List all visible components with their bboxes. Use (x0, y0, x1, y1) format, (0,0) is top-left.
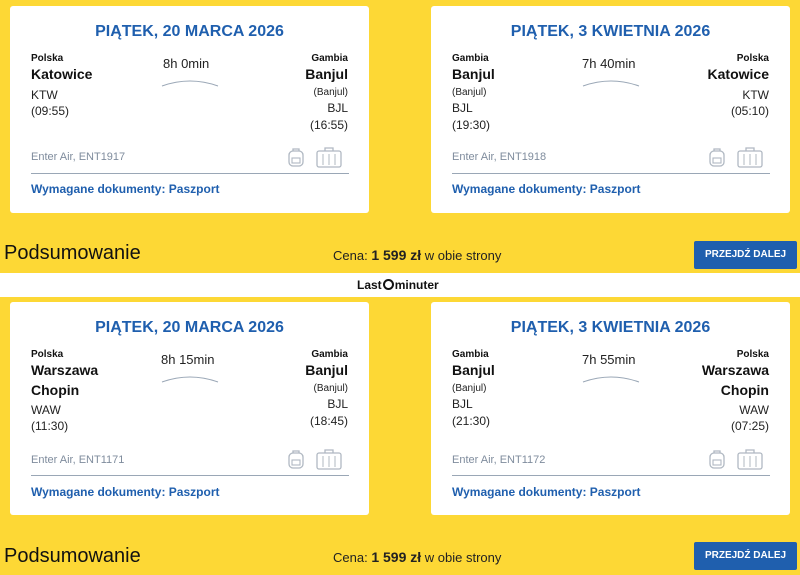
flight-arc (582, 376, 640, 383)
price-line: Cena: 1 599 zł w obie strony (333, 549, 501, 565)
origin-code: BJL (452, 397, 473, 411)
backpack-icon (709, 450, 725, 469)
origin-code: WAW (31, 403, 61, 417)
origin-country: Gambia (452, 349, 489, 360)
flight-card-inbound: PIĄTEK, 3 KWIETNIA 2026 Gambia Banjul (B… (431, 302, 790, 515)
price-value: 1 599 zł (371, 247, 422, 263)
flight-duration: 7h 40min (582, 56, 636, 71)
price-prefix: Cena: (333, 248, 368, 263)
required-documents: Wymagane dokumenty: Paszport (31, 182, 220, 196)
origin-city: Banjul (452, 66, 495, 82)
suitcase-icon (737, 449, 763, 470)
destination-city: Banjul (305, 362, 348, 378)
airline-flight-number: Enter Air, ENT1918 (452, 151, 547, 163)
required-documents: Wymagane dokumenty: Paszport (31, 485, 220, 499)
origin-code: BJL (452, 101, 473, 115)
origin-country: Gambia (452, 53, 489, 64)
destination-city: Banjul (305, 66, 348, 82)
logo-band (0, 273, 800, 297)
airline-flight-number: Enter Air, ENT1917 (31, 151, 126, 163)
destination-city: Katowice (707, 66, 769, 82)
required-documents: Wymagane dokumenty: Paszport (452, 182, 641, 196)
flight-arc (582, 80, 640, 87)
arrival-time: (05:10) (730, 104, 769, 118)
proceed-button[interactable]: PRZEJDŹ DALEJ (694, 241, 797, 269)
backpack-icon (709, 148, 725, 167)
arrival-time: (18:45) (309, 414, 348, 428)
price-prefix: Cena: (333, 550, 368, 565)
departure-time: (09:55) (31, 104, 70, 118)
origin-country: Polska (31, 349, 64, 360)
flight-duration: 7h 55min (582, 352, 636, 367)
origin-city: Katowice (31, 66, 93, 82)
flight-arc (161, 376, 219, 383)
destination-country: Polska (736, 53, 769, 64)
departure-time: (19:30) (452, 118, 491, 132)
destination-code: WAW (739, 403, 769, 417)
required-documents: Wymagane dokumenty: Paszport (452, 485, 641, 499)
origin-city: Banjul (452, 362, 495, 378)
flight-date: PIĄTEK, 3 KWIETNIA 2026 (510, 319, 711, 336)
destination-code: BJL (327, 397, 348, 411)
flight-arc (161, 80, 219, 87)
departure-time: (11:30) (31, 419, 69, 433)
price-suffix: w obie strony (424, 248, 502, 263)
card-divider (31, 173, 349, 174)
destination-city-line2: Chopin (720, 382, 769, 398)
arrival-time: (07:25) (730, 419, 769, 433)
lastminuter-logo: Last minuter (357, 278, 439, 292)
destination-country: Gambia (311, 53, 348, 64)
proceed-button[interactable]: PRZEJDŹ DALEJ (694, 542, 797, 570)
price-suffix: w obie strony (424, 550, 502, 565)
flight-card-outbound: PIĄTEK, 20 MARCA 2026 Polska Katowice KT… (10, 6, 369, 213)
origin-subtitle: (Banjul) (452, 87, 487, 98)
destination-country: Gambia (311, 349, 348, 360)
destination-subtitle: (Banjul) (313, 87, 348, 98)
summary-title: Podsumowanie (4, 545, 141, 567)
suitcase-icon (737, 147, 763, 168)
destination-code: KTW (742, 88, 769, 102)
departure-time: (21:30) (452, 414, 491, 428)
flight-duration: 8h 0min (163, 56, 210, 71)
card-divider (452, 475, 770, 476)
origin-subtitle: (Banjul) (452, 383, 487, 394)
backpack-icon (288, 148, 304, 167)
destination-subtitle: (Banjul) (313, 383, 348, 394)
airline-flight-number: Enter Air, ENT1171 (31, 454, 125, 466)
suitcase-icon (316, 449, 342, 470)
origin-city: Warszawa (31, 362, 99, 378)
card-divider (31, 475, 349, 476)
summary-title: Podsumowanie (4, 242, 141, 264)
flight-card-outbound: PIĄTEK, 20 MARCA 2026 Polska Warszawa Ch… (10, 302, 369, 515)
price-value: 1 599 zł (371, 549, 422, 565)
flight-date: PIĄTEK, 20 MARCA 2026 (95, 319, 284, 336)
origin-city-line2: Chopin (31, 382, 80, 398)
backpack-icon (288, 450, 304, 469)
destination-country: Polska (736, 349, 769, 360)
suitcase-icon (316, 147, 342, 168)
origin-code: KTW (31, 88, 58, 102)
airline-flight-number: Enter Air, ENT1172 (452, 454, 546, 466)
destination-city: Warszawa (701, 362, 769, 378)
origin-country: Polska (31, 53, 64, 64)
flight-date: PIĄTEK, 3 KWIETNIA 2026 (510, 23, 711, 40)
flight-date: PIĄTEK, 20 MARCA 2026 (95, 23, 284, 40)
price-line: Cena: 1 599 zł w obie strony (333, 247, 501, 263)
destination-code: BJL (327, 101, 348, 115)
card-divider (452, 173, 770, 174)
flight-card-inbound: PIĄTEK, 3 KWIETNIA 2026 Gambia Banjul (B… (431, 6, 790, 213)
flight-duration: 8h 15min (161, 352, 215, 367)
arrival-time: (16:55) (309, 118, 348, 132)
